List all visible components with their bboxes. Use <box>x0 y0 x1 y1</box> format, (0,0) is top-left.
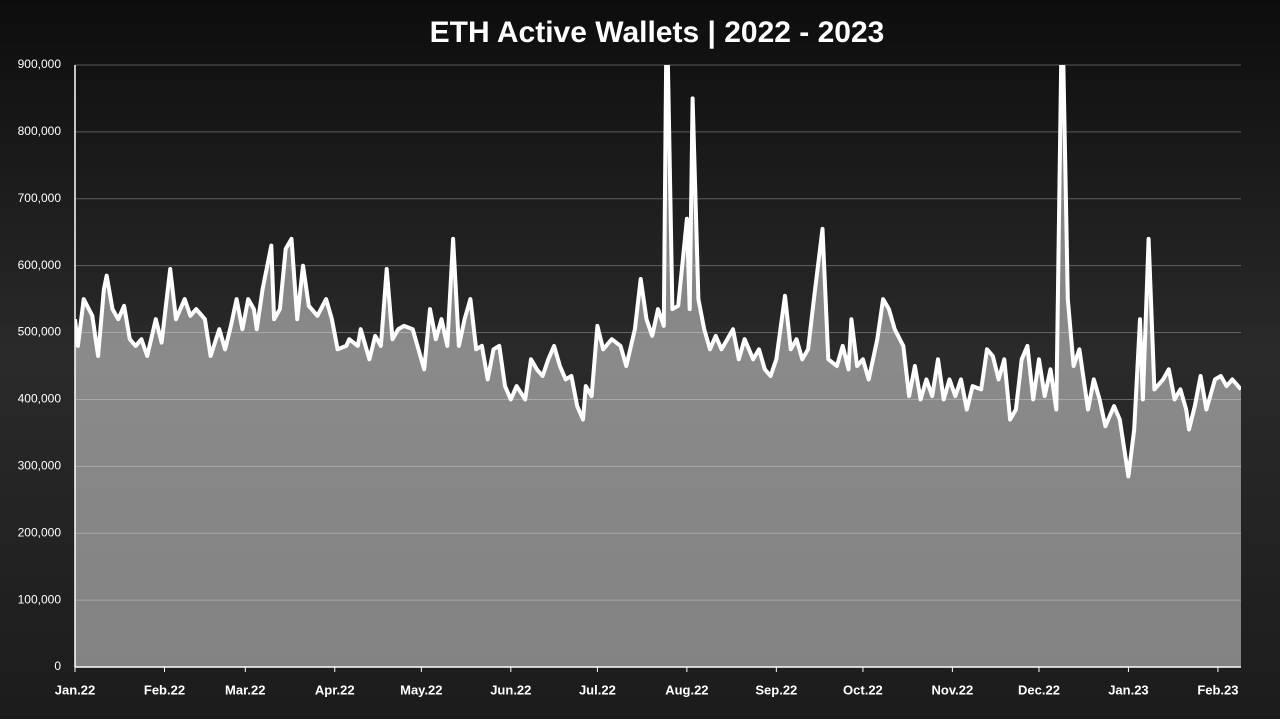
plot-area <box>75 65 1241 667</box>
y-tick-label: 500,000 <box>18 325 62 339</box>
y-tick-label: 200,000 <box>18 525 62 539</box>
y-tick-label: 600,000 <box>18 258 62 272</box>
y-tick-label: 400,000 <box>18 392 62 406</box>
x-tick-label: Jul.22 <box>579 682 616 697</box>
y-tick-label: 300,000 <box>18 459 62 473</box>
x-tick-label: Mar.22 <box>225 682 265 697</box>
x-tick-label: Dec.22 <box>1018 682 1060 697</box>
line <box>75 65 1241 479</box>
x-tick-label: Oct.22 <box>843 682 883 697</box>
area <box>75 65 1241 667</box>
x-tick-label: Jun.22 <box>490 682 531 697</box>
y-tick-label: 800,000 <box>18 124 62 138</box>
chart-title: ETH Active Wallets | 2022 - 2023 <box>430 16 885 49</box>
y-tick-label: 900,000 <box>18 57 62 71</box>
x-tick-label: Feb.22 <box>144 682 185 697</box>
y-tick-label: 100,000 <box>18 592 62 606</box>
x-tick-label: Apr.22 <box>315 682 355 697</box>
y-tick-label: 0 <box>54 659 61 673</box>
x-tick-label: Jan.23 <box>1108 682 1148 697</box>
x-tick-label: Jan.22 <box>55 682 95 697</box>
y-tick-label: 700,000 <box>18 191 62 205</box>
x-tick-label: May.22 <box>400 682 442 697</box>
x-tick-label: Sep.22 <box>755 682 797 697</box>
x-tick-label: Nov.22 <box>932 682 974 697</box>
x-tick-label: Aug.22 <box>665 682 708 697</box>
x-tick-label: Feb.23 <box>1197 682 1238 697</box>
